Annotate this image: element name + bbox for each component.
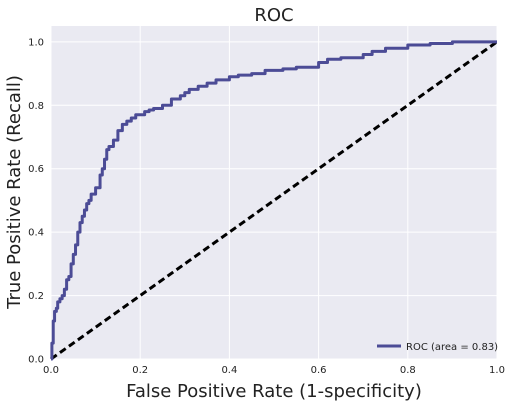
x-tick-label: 0.6 [311, 365, 327, 376]
chart-title: ROC [254, 5, 293, 26]
legend-label-roc: ROC (area = 0.83) [406, 342, 498, 353]
x-tick-label: 0.0 [43, 365, 59, 376]
plot-area [51, 26, 497, 359]
y-tick-label: 0.6 [28, 164, 44, 175]
grid-lines [50, 26, 498, 360]
x-axis-label: False Positive Rate (1-specificity) [126, 381, 422, 402]
x-tick-labels: 0.0 0.2 0.4 0.6 0.8 1.0 [43, 365, 505, 376]
x-tick-label: 1.0 [489, 365, 505, 376]
y-tick-label: 1.0 [28, 37, 44, 48]
y-tick-label: 0.2 [28, 291, 44, 302]
y-tick-label: 0.0 [28, 355, 44, 366]
y-tick-label: 0.4 [28, 228, 44, 239]
y-axis-label: True Positive Rate (Recall) [4, 75, 25, 310]
y-tick-label: 0.8 [28, 101, 44, 112]
diagonal-reference-line [50, 40, 498, 361]
x-tick-label: 0.4 [221, 365, 237, 376]
x-tick-label: 0.2 [132, 365, 148, 376]
legend: ROC (area = 0.83) [377, 342, 498, 353]
y-tick-labels: 0.0 0.2 0.4 0.6 0.8 1.0 [28, 37, 44, 365]
x-tick-label: 0.8 [400, 365, 416, 376]
roc-curve [50, 40, 497, 361]
